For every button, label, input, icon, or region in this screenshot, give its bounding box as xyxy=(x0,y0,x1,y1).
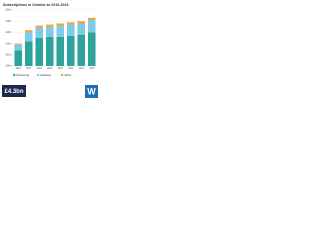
logo: W xyxy=(87,86,96,96)
x-tick-label: 2023 xyxy=(89,67,95,70)
y-tick-label: £0bn xyxy=(6,64,12,68)
page: {"chart_data": {"type": "stacked-bar", "… xyxy=(0,0,100,100)
bar-segment xyxy=(56,25,65,37)
y-tick-label: £3bn xyxy=(6,30,12,34)
bar-segment xyxy=(14,44,23,51)
legend-swatch xyxy=(13,73,16,77)
bar-segment xyxy=(24,32,33,42)
bar-segment xyxy=(45,36,54,66)
bar-segment xyxy=(87,17,96,21)
bar-segment xyxy=(35,25,44,28)
bar-segment xyxy=(87,32,96,66)
bar-segment xyxy=(77,34,86,66)
legend-swatch xyxy=(37,73,40,77)
bar-segment xyxy=(77,23,86,35)
legend-label: Software xyxy=(40,73,51,77)
bar-segment xyxy=(14,43,23,45)
y-tick-label: £4bn xyxy=(6,19,12,23)
x-tick-label: 2019 xyxy=(47,67,53,70)
x-tick-label: 2017 xyxy=(26,67,32,70)
bar-segment xyxy=(87,20,96,33)
bar-segment xyxy=(66,22,75,25)
bar-segment xyxy=(66,35,75,66)
bar-segment xyxy=(14,50,23,66)
legend-swatch xyxy=(61,73,64,77)
x-tick-label: 2021 xyxy=(68,67,74,70)
headline: £4.3bn xyxy=(4,89,23,95)
bar-segment xyxy=(35,38,44,66)
x-tick-label: 2022 xyxy=(79,67,85,70)
bar-segment xyxy=(45,26,54,37)
y-tick-label: £1bn xyxy=(6,52,12,56)
bar-segment xyxy=(24,41,33,66)
y-tick-label: £5bn xyxy=(6,8,12,12)
bar-segment xyxy=(56,23,65,26)
bar-segment xyxy=(77,21,86,24)
x-tick-label: 2016 xyxy=(16,67,22,70)
logo-box xyxy=(85,85,98,98)
bar-segment xyxy=(45,24,54,27)
bar-segment xyxy=(35,27,44,38)
y-tick-label: £2bn xyxy=(6,41,12,45)
headline-box xyxy=(2,85,26,97)
bar-segment xyxy=(24,30,33,33)
x-tick-label: 2020 xyxy=(58,67,64,70)
legend-label: Other xyxy=(64,73,71,77)
x-tick-label: 2018 xyxy=(37,67,43,70)
chart: Subscriptions in October to 2016-2023 £4… xyxy=(0,0,100,100)
bar-segment xyxy=(56,36,65,66)
bar-segment xyxy=(66,24,75,36)
legend-label: Streaming xyxy=(16,73,29,77)
chart-title: Subscriptions in October to 2016-2023 xyxy=(3,3,69,7)
